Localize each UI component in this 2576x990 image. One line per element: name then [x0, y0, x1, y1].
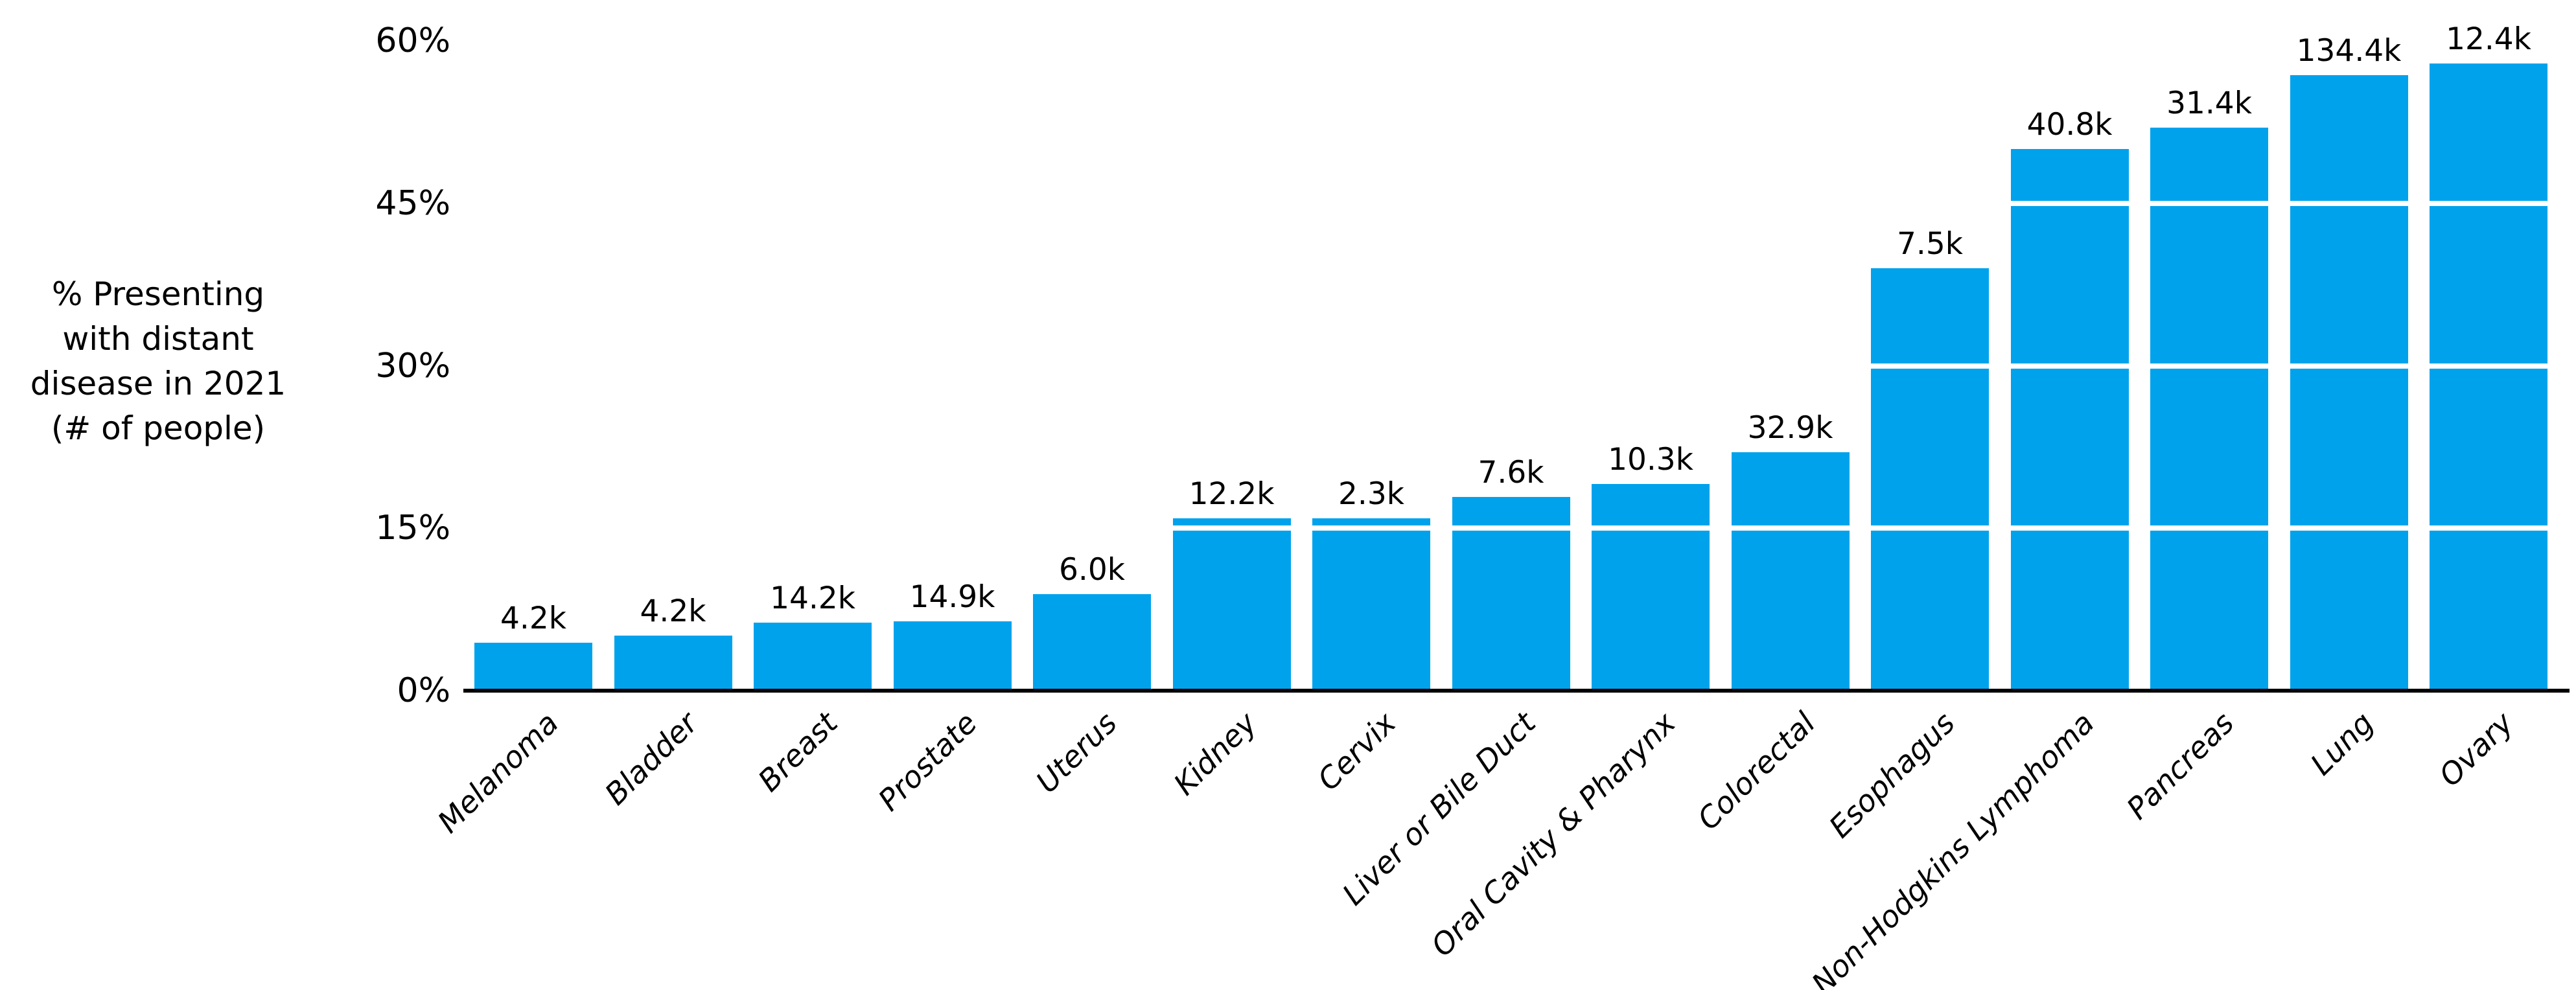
bar-oral-cavity-pharynx — [1592, 483, 1710, 691]
y-tick-label-0pct: 0% — [397, 671, 451, 710]
x-tick-label-uterus: Uterus — [1029, 705, 1124, 800]
x-tick-label-melanoma: Melanoma — [430, 705, 565, 840]
bar-ovary — [2430, 63, 2547, 691]
x-tick-label-lung: Lung — [2304, 705, 2381, 782]
bar-esophagus — [1871, 268, 1989, 691]
x-tick-label-ovary: Ovary — [2432, 705, 2520, 794]
bar-pancreas — [2150, 127, 2268, 691]
bar-lung — [2290, 75, 2408, 691]
bar-count-label-melanoma: 4.2k — [500, 601, 566, 637]
bar-kidney — [1172, 518, 1291, 691]
bar-melanoma — [474, 643, 592, 691]
bar-colorectal — [1731, 452, 1850, 691]
x-tick-label-colorectal: Colorectal — [1690, 705, 1822, 837]
bar-non-hodgkins-lymphoma — [2010, 149, 2129, 691]
bar-prostate — [893, 621, 1012, 691]
x-tick-label-cervix: Cervix — [1310, 705, 1403, 798]
x-tick-label-non-hodgkins-lymphoma: Non-Hodgkins Lymphoma — [1805, 705, 2102, 990]
x-axis-line — [463, 689, 2570, 693]
bar-count-label-liver-or-bile-duct: 7.6k — [1478, 454, 1544, 490]
y-tick-label-60pct: 60% — [375, 21, 450, 60]
bar-count-label-prostate: 14.9k — [909, 579, 995, 615]
y-axis-title-line-4: (# of people) — [51, 409, 266, 447]
bar-count-label-esophagus: 7.5k — [1897, 226, 1963, 262]
y-axis-title: % Presenting with distant disease in 202… — [18, 272, 298, 451]
bar-bladder — [614, 635, 732, 691]
y-tick-label-15pct: 15% — [375, 509, 450, 548]
bar-cervix — [1312, 518, 1430, 691]
bar-count-label-bladder: 4.2k — [640, 593, 706, 629]
x-tick-label-prostate: Prostate — [871, 705, 984, 818]
bar-count-label-cervix: 2.3k — [1338, 476, 1404, 512]
y-tick-label-45pct: 45% — [375, 183, 450, 223]
gridline-45pct — [463, 200, 2570, 206]
x-tick-label-breast: Breast — [751, 705, 844, 799]
bar-count-label-uterus: 6.0k — [1059, 552, 1125, 588]
bar-count-label-non-hodgkins-lymphoma: 40.8k — [2026, 107, 2113, 143]
bar-breast — [754, 622, 872, 691]
gridline-15pct — [463, 525, 2570, 531]
bar-count-label-colorectal: 32.9k — [1747, 410, 1833, 446]
x-tick-label-oral-cavity-pharynx: Oral Cavity & Pharynx — [1424, 705, 1682, 963]
bar-count-label-lung: 134.4k — [2296, 33, 2402, 69]
x-tick-label-bladder: Bladder — [598, 705, 705, 812]
bar-count-label-pancreas: 31.4k — [2166, 85, 2252, 121]
gridline-30pct — [463, 363, 2570, 369]
bar-count-label-breast: 14.2k — [770, 580, 855, 616]
bar-uterus — [1033, 594, 1151, 691]
bar-count-label-oral-cavity-pharynx: 10.3k — [1608, 441, 1693, 478]
x-tick-label-esophagus: Esophagus — [1822, 705, 1962, 845]
bar-count-label-kidney: 12.2k — [1189, 476, 1275, 512]
y-axis-title-line-1: % Presenting — [51, 275, 265, 313]
x-tick-label-pancreas: Pancreas — [2120, 705, 2241, 827]
bar-count-label-ovary: 12.4k — [2446, 21, 2531, 58]
y-axis-title-line-3: disease in 2021 — [30, 365, 286, 402]
y-axis-title-line-2: with distant — [62, 320, 254, 358]
x-tick-label-kidney: Kidney — [1166, 705, 1264, 802]
y-tick-label-30pct: 30% — [375, 346, 450, 386]
